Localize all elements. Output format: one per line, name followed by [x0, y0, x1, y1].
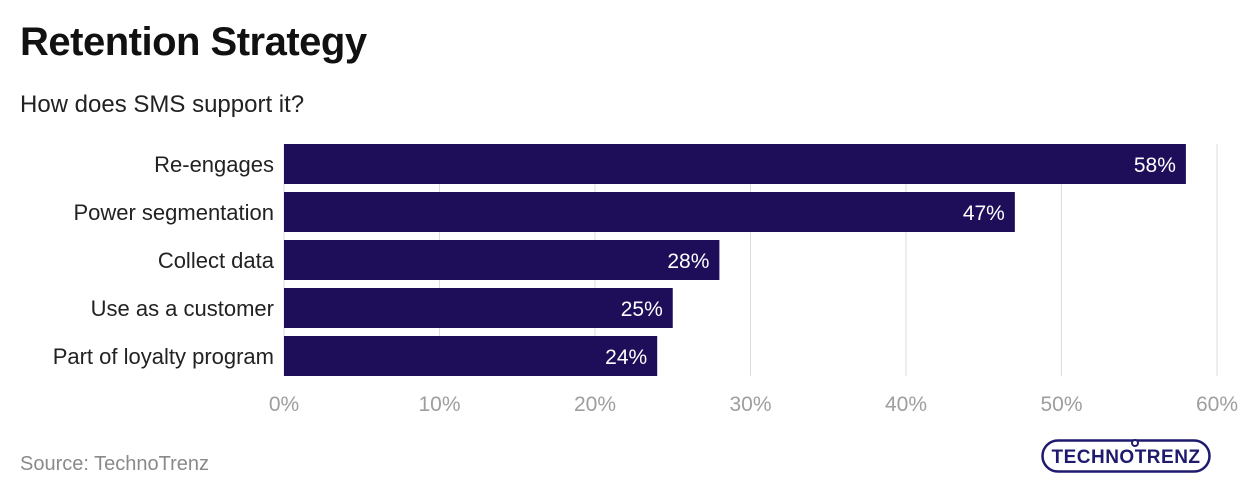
chart-title: Retention Strategy: [20, 20, 367, 64]
chart-subtitle: How does SMS support it?: [20, 91, 305, 118]
category-label: Re-engages: [154, 152, 274, 177]
x-tick-label: 10%: [418, 393, 460, 416]
value-label: 47%: [963, 202, 1005, 225]
x-tick-label: 20%: [574, 393, 616, 416]
category-label: Power segmentation: [73, 200, 274, 225]
bar: [284, 240, 720, 280]
x-tick-label: 50%: [1040, 393, 1082, 416]
category-label: Collect data: [158, 248, 275, 273]
x-tick-label: 40%: [885, 393, 927, 416]
source-note: Source: TechnoTrenz: [20, 453, 209, 475]
x-tick-label: 30%: [729, 393, 771, 416]
category-label: Part of loyalty program: [53, 344, 274, 369]
x-tick-label: 0%: [269, 393, 299, 416]
bar: [284, 336, 658, 376]
technotrenz-logo: TECHNOTRENZ: [1041, 439, 1211, 473]
bar-chart: Re-engages 58% Power segmentation 47% Collec…: [53, 144, 1238, 416]
bar: [284, 144, 1186, 184]
x-tick-label: 60%: [1196, 393, 1238, 416]
value-label: 58%: [1134, 154, 1176, 177]
value-label: 25%: [621, 298, 663, 321]
category-label: Use as a customer: [91, 296, 274, 321]
value-label: 28%: [667, 250, 709, 273]
svg-text:TECHNOTRENZ: TECHNOTRENZ: [1051, 447, 1200, 468]
bar: [284, 288, 673, 328]
value-label: 24%: [605, 346, 647, 369]
bar: [284, 192, 1015, 232]
